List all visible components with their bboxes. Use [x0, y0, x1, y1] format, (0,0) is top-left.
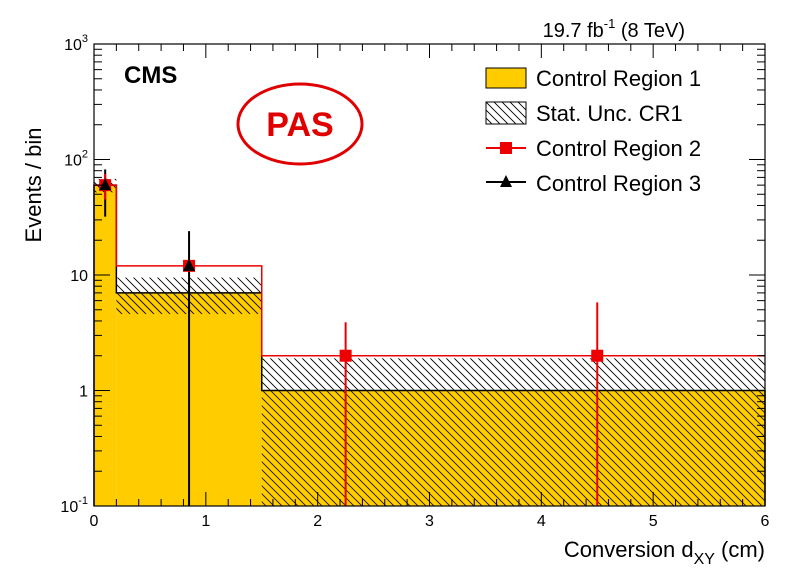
cr3-marker: [99, 178, 112, 191]
y-tick-label: 10: [70, 268, 88, 285]
legend-marker-cr3: [500, 175, 512, 187]
x-axis-title-unit: (cm): [715, 537, 765, 562]
cr1-bar: [94, 185, 117, 506]
y-tick-label-exponent: 3: [82, 33, 88, 45]
lumi-tail: (8 TeV): [615, 20, 685, 42]
cr2-marker: [339, 349, 352, 362]
y-tick-label-base: 10: [64, 153, 82, 170]
x-tick-label: 2: [313, 513, 322, 530]
legend: Control Region 1 Stat. Unc. CR1 Control …: [485, 66, 701, 196]
y-tick-label-base: 10: [64, 37, 82, 54]
y-tick-label: 1: [79, 384, 88, 401]
y-tick-label: 102: [64, 149, 88, 170]
legend-swatch-cr1: [485, 67, 527, 89]
lumi-sup: -1: [604, 16, 616, 31]
cr2-marker: [591, 349, 604, 362]
legend-label-cr1: Control Region 1: [536, 66, 701, 91]
cr3-marker: [183, 258, 196, 271]
cms-label: CMS: [124, 62, 177, 89]
y-tick-label-exponent: -1: [78, 495, 88, 507]
y-tick-label: 10-1: [60, 495, 88, 516]
stat-unc-band: [261, 358, 765, 391]
y-tick-label-exponent: 2: [82, 149, 88, 161]
x-axis-title-main: Conversion d: [564, 537, 694, 562]
x-tick-label: 6: [761, 513, 770, 530]
legend-label-cr2: Control Region 2: [536, 136, 701, 161]
stat-unc-band-lower: [261, 390, 765, 506]
legend-swatch-stat-unc: [485, 101, 527, 125]
x-tick-label: 5: [649, 513, 658, 530]
plot-area: [93, 169, 766, 506]
y-axis-title: Events / bin: [21, 128, 46, 243]
legend-marker-cr2: [500, 142, 512, 154]
x-tick-label: 4: [537, 513, 546, 530]
legend-label-cr3: Control Region 3: [536, 171, 701, 196]
pas-stamp: PAS: [236, 82, 364, 166]
lumi-main: 19.7 fb: [543, 20, 604, 42]
x-tick-label: 0: [90, 513, 99, 530]
x-tick-label: 1: [201, 513, 210, 530]
y-tick-label-base: 10: [60, 499, 78, 516]
pas-text: PAS: [266, 106, 333, 144]
x-tick-label: 3: [425, 513, 434, 530]
x-axis-title: Conversion dXY (cm): [564, 537, 765, 568]
pas-ellipse: [236, 82, 364, 166]
legend-label-stat-unc: Stat. Unc. CR1: [536, 101, 683, 126]
lumi-label: 19.7 fb-1 (8 TeV): [543, 16, 685, 42]
y-tick-label: 103: [64, 33, 88, 54]
x-axis-title-sub: XY: [694, 551, 716, 568]
